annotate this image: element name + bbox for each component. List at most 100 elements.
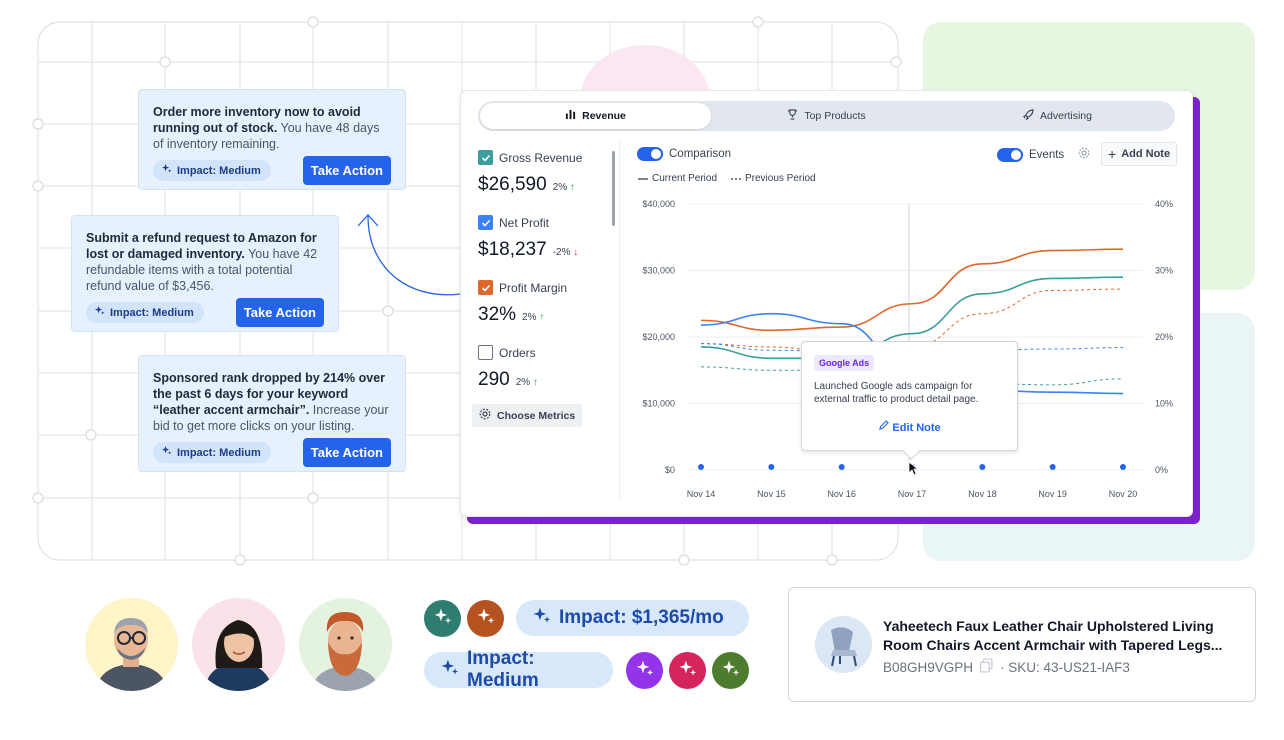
arrow-up-icon: ↑ <box>569 182 575 193</box>
copy-icon[interactable] <box>979 658 994 676</box>
comparison-label: Comparison <box>669 148 731 160</box>
add-note-label: Add Note <box>1121 148 1171 160</box>
sparkle-badge <box>467 600 504 637</box>
series-line-gross-revenue-current <box>700 276 1124 360</box>
product-asin: B08GH9VGPH <box>883 659 974 675</box>
product-identifiers: B08GH9VGPH · SKU: 43-US21-IAF3 <box>883 658 1130 676</box>
metric-label-row: Profit Margin <box>478 280 567 295</box>
tab-revenue[interactable]: Revenue <box>480 103 711 129</box>
x-tick: Nov 17 <box>898 489 927 499</box>
comparison-toggle[interactable] <box>637 147 663 161</box>
metric-change: -2% ↓ <box>552 247 579 258</box>
x-tick: Nov 20 <box>1109 489 1138 499</box>
event-marker[interactable] <box>698 464 704 470</box>
choose-metrics-label: Choose Metrics <box>497 409 576 422</box>
trophy-icon <box>787 109 798 123</box>
series-line-profit-margin-current <box>700 248 1124 332</box>
pencil-icon <box>878 420 890 434</box>
impact-chip: Impact: Medium <box>153 442 271 463</box>
metric-value: $26,590 <box>478 174 547 195</box>
legend-previous-label: Previous Period <box>745 173 816 184</box>
metric-net-profit: Net Profit $18,237 -2% ↓ <box>478 215 578 261</box>
tab-label: Top Products <box>804 110 866 122</box>
take-action-button[interactable]: Take Action <box>235 298 324 327</box>
sparkle-icon <box>532 606 551 631</box>
event-marker[interactable] <box>979 464 986 470</box>
y-left-tick: $0 <box>665 465 675 475</box>
y-right-tick: 30% <box>1155 266 1173 276</box>
gear-icon <box>479 408 491 423</box>
metric-profit-margin: Profit Margin 32% 2% ↑ <box>478 280 567 326</box>
metric-change: 2% ↑ <box>522 312 545 323</box>
impact-medium-pill: Impact: Medium <box>424 648 613 691</box>
metric-gross-revenue: Gross Revenue $26,590 2% ↑ <box>478 150 582 196</box>
tab-label: Advertising <box>1040 110 1092 122</box>
impact-money-label: Impact: $1,365/mo <box>559 607 724 628</box>
metric-checkbox[interactable] <box>478 215 493 230</box>
events-toggle[interactable] <box>997 147 1023 162</box>
x-tick: Nov 16 <box>827 489 856 499</box>
take-action-button[interactable]: Take Action <box>302 438 391 467</box>
metrics-scrollbar[interactable] <box>612 151 615 226</box>
metric-value: 290 <box>478 369 510 390</box>
metric-checkbox[interactable] <box>478 345 493 360</box>
edit-note-label: Edit Note <box>892 422 941 434</box>
product-title: Yaheetech Faux Leather Chair Upholstered… <box>883 618 1223 653</box>
sparkle-icon <box>476 607 495 631</box>
product-sku: · SKU: 43-US21-IAF3 <box>1000 659 1130 675</box>
add-note-button[interactable]: + Add Note <box>1101 142 1178 166</box>
choose-metrics-button[interactable]: Choose Metrics <box>472 404 583 427</box>
metric-change: 2% ↑ <box>552 182 575 193</box>
y-left-tick: $30,000 <box>642 266 675 276</box>
arrow-up-icon: ↑ <box>539 312 545 323</box>
y-right-tick: 0% <box>1155 465 1168 475</box>
comparison-control: Comparison <box>637 147 731 161</box>
insight-card-text: Sponsored rank dropped by 214% over the … <box>153 371 389 433</box>
insight-card-refund: Submit a refund request to Amazon for lo… <box>71 215 339 332</box>
product-card[interactable]: Yaheetech Faux Leather Chair Upholstered… <box>788 587 1256 702</box>
sparkle-badge <box>712 652 749 689</box>
y-left-tick: $40,000 <box>642 199 675 209</box>
sparkle-badge <box>669 652 706 689</box>
metric-label: Orders <box>499 345 536 360</box>
legend-current: Current Period <box>638 173 717 184</box>
sparkle-icon <box>161 445 172 461</box>
y-right-tick: 20% <box>1155 332 1173 342</box>
insight-card-sponsored-rank: Sponsored rank dropped by 214% over the … <box>138 355 406 472</box>
metric-value: $18,237 <box>478 239 547 260</box>
metric-checkbox[interactable] <box>478 280 493 295</box>
sparkle-icon <box>678 659 697 683</box>
impact-medium-label: Impact: Medium <box>467 648 539 691</box>
legend-previous: Previous Period <box>731 173 816 184</box>
tab-top-products[interactable]: Top Products <box>711 103 942 129</box>
insight-card-inventory: Order more inventory now to avoid runnin… <box>138 89 406 190</box>
metric-label: Net Profit <box>499 215 550 230</box>
take-action-button[interactable]: Take Action <box>302 156 391 185</box>
metric-orders: Orders 290 2% ↑ <box>478 345 538 391</box>
event-marker[interactable] <box>838 464 845 470</box>
insight-card-text: Submit a refund request to Amazon for lo… <box>86 231 318 293</box>
event-marker[interactable] <box>1049 464 1056 470</box>
metric-label-row: Gross Revenue <box>478 150 582 165</box>
legend-current-label: Current Period <box>652 173 718 184</box>
avatar-man-glasses <box>85 598 178 691</box>
rocket-icon <box>1023 109 1034 123</box>
avatar-woman <box>192 598 285 691</box>
tab-advertising[interactable]: Advertising <box>942 103 1173 129</box>
cursor-icon <box>908 461 920 476</box>
arrow-up-icon: ↑ <box>532 377 538 388</box>
dashboard-panel: Revenue Top Products Advertising Gross R… <box>460 90 1193 517</box>
metric-label: Profit Margin <box>499 280 568 295</box>
sparkle-badge <box>424 600 461 637</box>
metric-label: Gross Revenue <box>499 150 583 165</box>
metric-checkbox[interactable] <box>478 150 493 165</box>
edit-note-link[interactable]: Edit Note <box>814 420 1005 434</box>
settings-gear-icon[interactable] <box>1078 147 1090 162</box>
avatar-bearded-man <box>299 598 392 691</box>
sparkle-icon <box>440 658 459 683</box>
panel-divider <box>619 141 620 499</box>
revenue-chart: $0 $10,000 $20,000 $30,000 $40,000 0% 10% 20% 30… <box>642 199 1173 499</box>
event-marker[interactable] <box>1120 464 1126 470</box>
metric-label-row: Net Profit <box>478 215 578 230</box>
event-marker[interactable] <box>768 464 775 470</box>
